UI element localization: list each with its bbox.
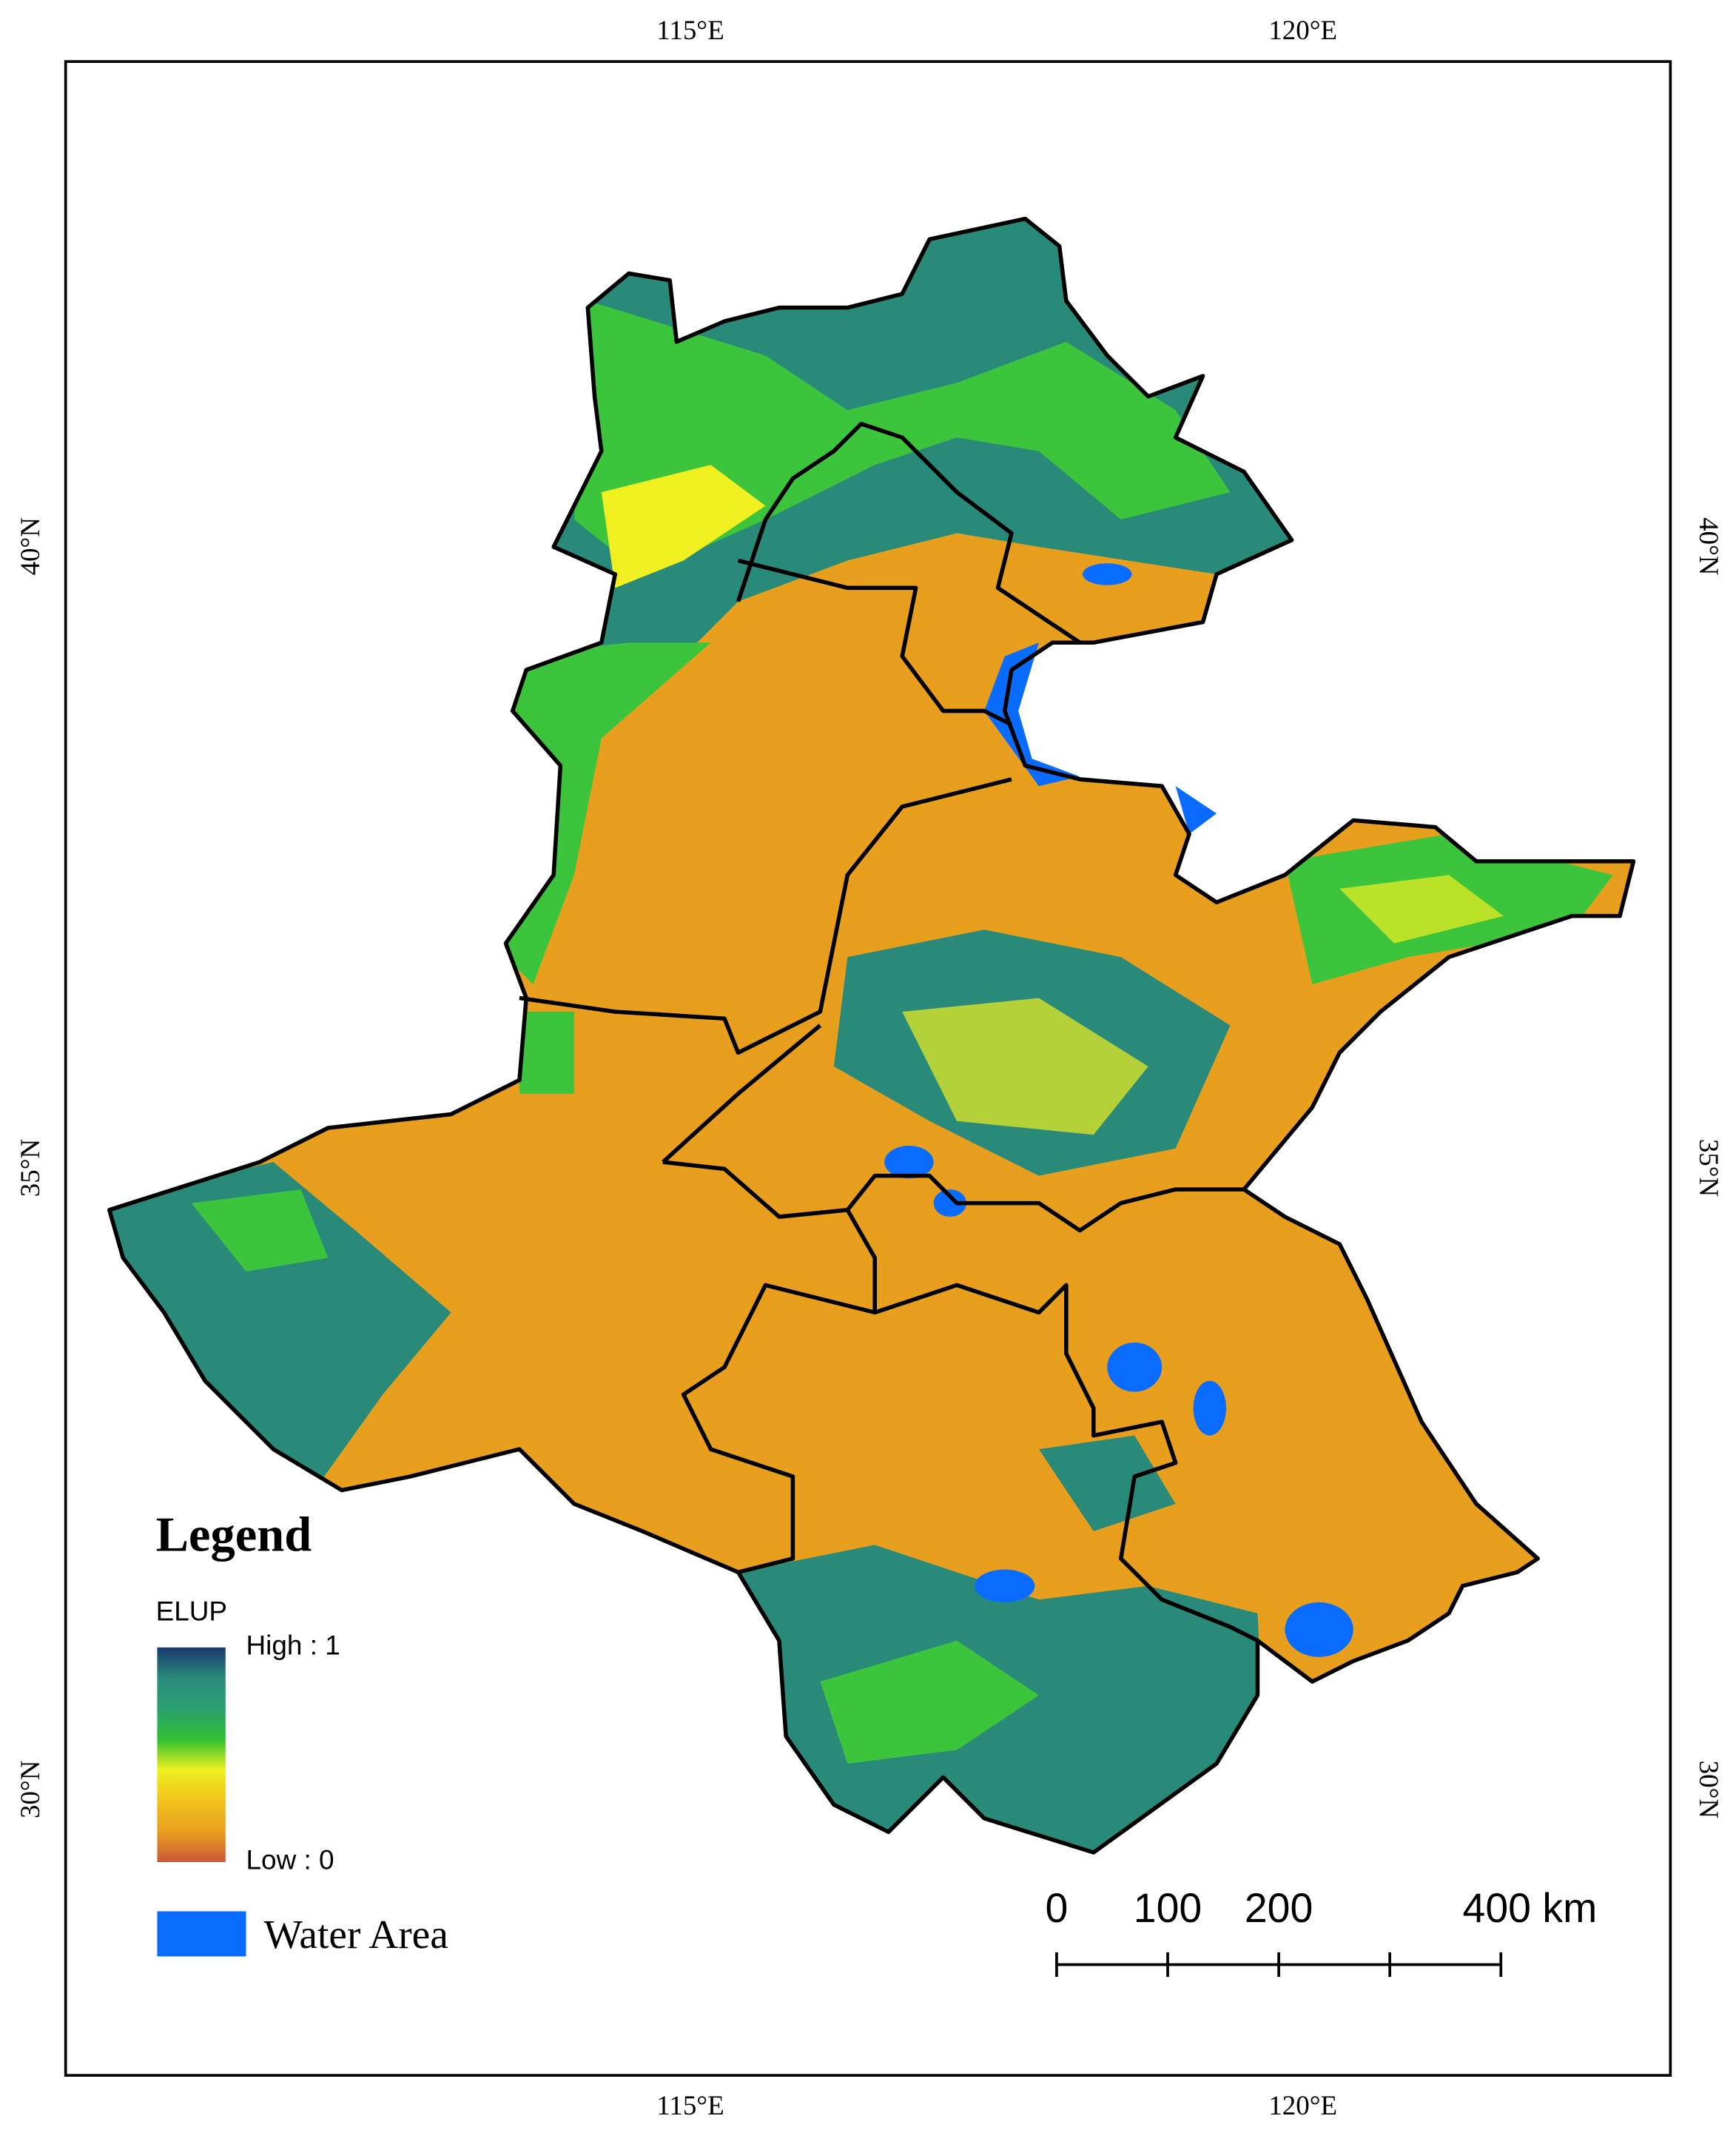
lon-label-top: 120°E	[1268, 15, 1337, 45]
water-label: Water Area	[264, 1912, 448, 1957]
lat-label-left: 35°N	[15, 1139, 45, 1197]
legend-title: Legend	[156, 1508, 312, 1562]
ramp-tick-label: High : 1	[246, 1630, 340, 1661]
lat-label-right: 40°N	[1694, 517, 1724, 575]
ramp-tick-label: Low : 0	[246, 1845, 334, 1875]
scale-label: 100	[1134, 1885, 1202, 1931]
scale-bar: 0 100 200 400 km	[1046, 1885, 1598, 1978]
scale-label: 200	[1245, 1885, 1313, 1931]
lat-label-left: 30°N	[15, 1761, 45, 1818]
province-boundaries	[519, 421, 1259, 1643]
water-swatch	[157, 1911, 246, 1957]
lon-label-bottom: 115°E	[656, 2090, 724, 2120]
lat-label-right: 30°N	[1694, 1761, 1724, 1818]
scale-label: 0	[1046, 1885, 1069, 1931]
lat-label-left: 40°N	[15, 517, 45, 575]
ramp-title: ELUP	[156, 1596, 227, 1627]
lon-label-top: 115°E	[656, 15, 724, 45]
scale-label: 400 km	[1463, 1885, 1598, 1931]
lat-label-right: 35°N	[1694, 1139, 1724, 1197]
elup-ramp	[157, 1647, 226, 1862]
legend: Legend ELUP Water Area High : 1 Low : 0	[156, 1508, 448, 1957]
lon-label-bottom: 120°E	[1268, 2090, 1337, 2120]
